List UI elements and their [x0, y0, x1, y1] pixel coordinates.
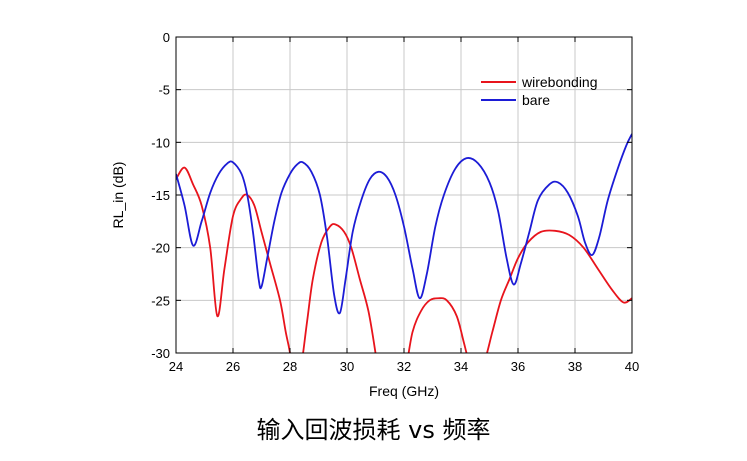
y-tick-label: -20: [151, 241, 170, 256]
x-axis-title: Freq (GHz): [369, 383, 439, 399]
series-line-wirebonding: [176, 166, 632, 353]
x-tick-label: 26: [226, 359, 240, 374]
x-tick-label: 34: [454, 359, 468, 374]
ticks: 24 26 28 30 32 34 36 38 40 0 -5 -10 -15 -20 -25 -30: [151, 30, 639, 374]
y-tick-label: -30: [151, 346, 170, 361]
series-line-bare: [176, 133, 632, 315]
y-tick-label: -15: [151, 188, 170, 203]
x-tick-label: 36: [511, 359, 525, 374]
legend-label-wirebonding: wirebonding: [521, 74, 598, 90]
y-tick-label: -10: [151, 135, 170, 150]
x-tick-label: 28: [283, 359, 297, 374]
legend-label-bare: bare: [522, 92, 550, 108]
y-tick-label: 0: [163, 30, 170, 45]
y-axis-title: RL_in (dB): [110, 162, 126, 229]
grid: [176, 37, 632, 353]
x-tick-label: 32: [397, 359, 411, 374]
x-tick-label: 30: [340, 359, 354, 374]
series-group: [176, 133, 632, 353]
x-tick-label: 40: [625, 359, 639, 374]
chart: 24 26 28 30 32 34 36 38 40 0 -5 -10 -15 -20 -25 -30 Fre…: [110, 30, 639, 399]
x-tick-label: 24: [169, 359, 183, 374]
legend: wirebonding bare: [481, 74, 598, 108]
x-tick-label: 38: [568, 359, 582, 374]
y-tick-label: -5: [158, 83, 170, 98]
y-tick-label: -25: [151, 293, 170, 308]
figure-caption: 输入回波损耗 vs 频率: [256, 416, 491, 444]
